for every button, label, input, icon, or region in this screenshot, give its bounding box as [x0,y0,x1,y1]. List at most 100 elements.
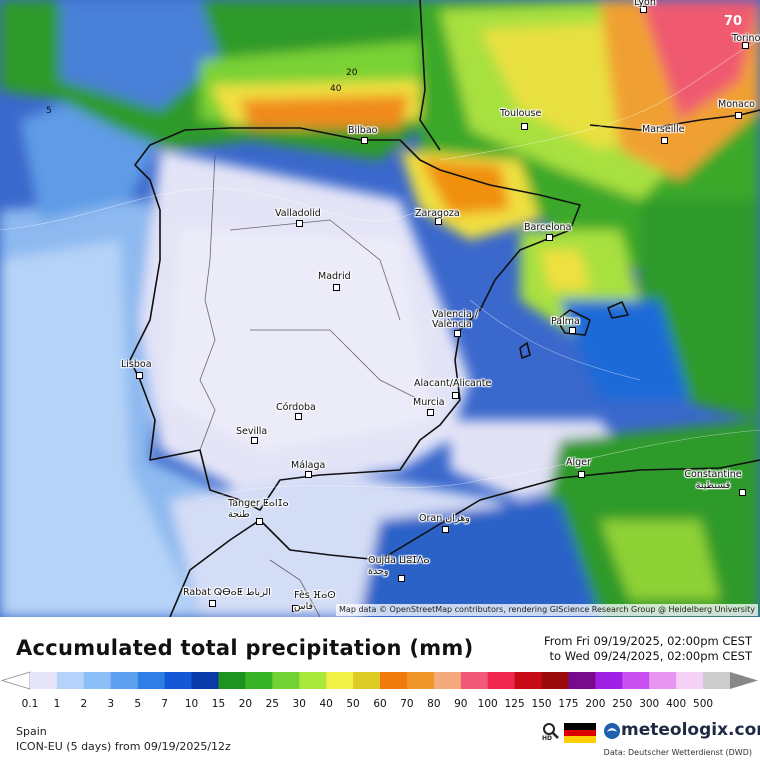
city-marker [521,123,528,130]
time-range-to: to Wed 09/24/2025, 02:00pm CEST [549,649,752,663]
legend-tick-label: 10 [184,698,199,710]
city-marker [427,409,434,416]
legend-tick-label: 70 [400,698,414,710]
city-marker [296,220,303,227]
city-label: Málaga [291,460,326,471]
city-marker [735,112,742,119]
map-attribution: Map data © OpenStreetMap contributors, r… [336,604,758,616]
legend-tick-label: 25 [265,698,279,710]
legend-tick-label: 125 [504,698,525,710]
legend-tick-label: 30 [292,698,306,710]
legend-tick-label: 40 [319,698,333,710]
city-label: Sevilla [236,426,268,437]
city-marker [305,471,312,478]
contour-label: 40 [330,84,342,94]
legend-swatch [137,672,166,689]
precipitation-map[interactable]: 70 40 20 5 Lyon Torino Monaco Marseille … [0,0,760,617]
contour-label: 70 [724,14,743,29]
city-marker [361,137,368,144]
city-marker [209,600,216,607]
legend-tick-label: 20 [238,698,253,710]
city-label: Oran وهران [419,513,470,524]
legend-swatch [30,672,58,689]
legend-tick-label: 5 [134,698,142,710]
city-label: Lisboa [121,359,152,370]
legend-swatch [380,672,408,689]
city-label: Monaco [718,99,755,110]
legend-tick-label: 400 [666,698,687,710]
legend-swatch [541,672,569,689]
legend-tick-label: 500 [693,698,714,710]
brand-name[interactable]: meteologix.com [621,720,760,740]
city-marker [546,234,553,241]
city-label: Marseille [642,124,685,135]
legend-tick-label: 15 [211,698,226,710]
legend-tick-label: 50 [346,698,360,710]
legend-swatch [353,672,381,689]
legend-tick-label: 100 [477,698,498,710]
germany-flag-icon [564,723,596,743]
legend-swatch [433,672,462,689]
model-label: ICON-EU (5 days) from 09/19/2025/12z [16,740,231,753]
city-label: Tanger ⵟⴰⵏⵊⴰ طنجة [228,498,289,520]
legend-swatch [245,672,273,689]
legend-swatch [487,672,516,689]
hd-label: HD [542,735,553,742]
legend-tick-label: 200 [585,698,606,710]
legend-tick-label: 0.1 [21,698,39,710]
legend-tick-label: 90 [454,698,468,710]
legend-swatch [110,672,139,689]
data-source: Data: Deutscher Wetterdienst (DWD) [603,748,752,757]
city-label: Zaragoza [415,208,460,219]
color-scale-legend [0,671,758,690]
city-marker [442,526,449,533]
legend-tick-label: 1 [53,698,61,710]
legend-swatch [218,672,246,689]
legend-swatch [649,672,677,689]
legend-tick-label: 300 [639,698,660,710]
city-label: Alger [566,457,591,468]
time-range-from: From Fri 09/19/2025, 02:00pm CEST [543,634,752,648]
contour-label: 20 [346,68,358,78]
city-marker [333,284,340,291]
city-marker [661,137,668,144]
legend-swatch [299,672,327,689]
city-label: Murcia [413,397,445,408]
legend-swatch [56,672,85,689]
legend-swatch [568,672,596,689]
legend-tick-label: 150 [531,698,552,710]
city-label: Fès ⴼⴰⵙ فاس [294,590,336,612]
city-marker [398,575,405,582]
city-label: Alacant/Alicante [414,378,492,389]
city-marker [136,372,143,379]
precipitation-field [0,0,760,617]
legend-swatch [595,672,623,689]
legend-swatch [164,672,193,689]
city-marker [292,605,299,612]
legend-tick-label: 60 [373,698,387,710]
city-label: Constantine قسنطينة [684,469,742,491]
legend-tick-label: 250 [612,698,633,710]
legend-tick-label: 2 [80,698,88,710]
region-label: Spain [16,725,47,738]
legend-swatch [622,672,650,689]
legend-tick-label: 80 [427,698,441,710]
hd-zoom-button[interactable]: HD [541,722,563,744]
legend-swatch [326,672,354,689]
city-label: Lyon [634,0,656,8]
city-marker [640,6,647,13]
city-label: Valencia / València [432,309,478,330]
legend-swatch [272,672,300,689]
city-label: Valladolid [275,208,321,219]
legend-tick-label: 175 [558,698,579,710]
legend-swatch [83,672,112,689]
city-marker [295,413,302,420]
city-label: Barcelona [524,222,572,233]
city-marker [251,437,258,444]
city-label: Rabat ⵕⴱⴰⵟ الرباط [183,587,271,598]
legend-arrow-low [0,671,31,690]
city-marker [739,489,746,496]
legend-tick-label: 7 [161,698,168,710]
city-label: Madrid [318,271,351,282]
city-label: Torino [732,33,760,44]
